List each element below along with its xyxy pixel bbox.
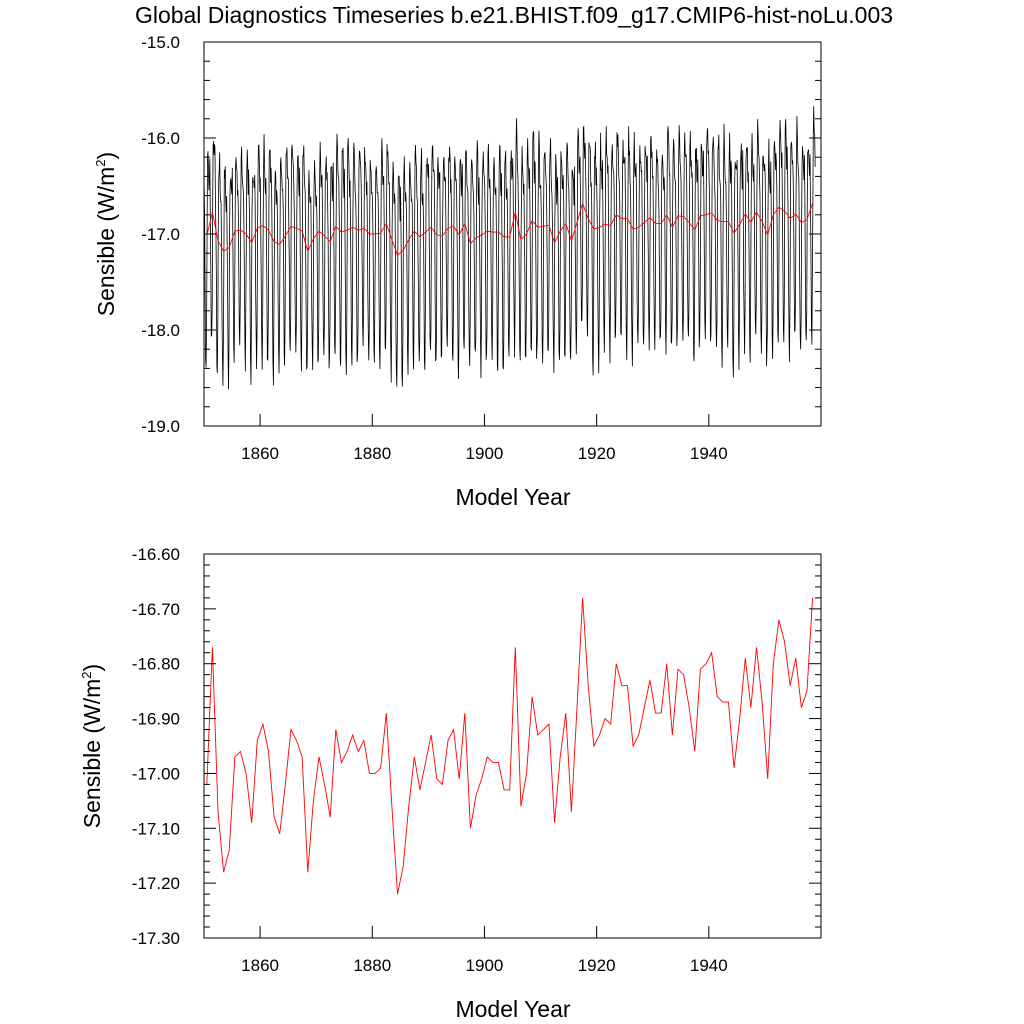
top-y-tick-label: -19.0 [141, 417, 180, 436]
top-y-tick-label: -15.0 [141, 33, 180, 52]
figure-title: Global Diagnostics Timeseries b.e21.BHIS… [135, 2, 893, 28]
top-y-tick-label: -18.0 [141, 321, 180, 340]
top-x-tick-label: 1920 [578, 444, 616, 463]
top-x-tick-label: 1900 [466, 444, 504, 463]
bottom-y-tick-label: -16.80 [132, 655, 180, 674]
top-x-axis-label: Model Year [455, 484, 570, 510]
bottom-y-tick-label: -17.00 [132, 764, 180, 783]
bottom-x-tick-label: 1880 [353, 956, 391, 975]
bottom-x-tick-label: 1920 [578, 956, 616, 975]
bottom-y-tick-label: -16.90 [132, 710, 180, 729]
bottom-plot-frame [203, 553, 822, 939]
bottom-y-tick-label: -17.30 [132, 929, 180, 948]
bottom-plot-area [206, 597, 814, 895]
top-series-monthly-line [203, 106, 816, 390]
top-x-tick-label: 1880 [353, 444, 391, 463]
top-ticks: 1860 1880 1900 1920 1940 -19.0 -18.0 -17.0 -16.0… [141, 33, 821, 463]
bottom-y-tick-label: -17.20 [132, 874, 180, 893]
bottom-ticks: 1860 1880 1900 1920 1940 -17.30 -17.20 -17.10 -1… [132, 545, 821, 975]
bottom-y-tick-label: -16.70 [132, 600, 180, 619]
top-series-annual-line [206, 201, 814, 256]
top-plot-area [203, 106, 816, 390]
bottom-y-tick-label: -16.60 [132, 545, 180, 564]
bottom-x-tick-label: 1940 [690, 956, 728, 975]
bottom-y-tick-label: -17.10 [132, 819, 180, 838]
top-x-tick-label: 1940 [690, 444, 728, 463]
bottom-y-axis-label: Sensible (W/m2) [79, 664, 105, 828]
bottom-x-axis-label: Model Year [455, 996, 570, 1022]
bottom-x-tick-label: 1900 [466, 956, 504, 975]
top-y-tick-label: -17.0 [141, 225, 180, 244]
panel-bottom: 1860 1880 1900 1920 1940 -17.30 -17.20 -17.10 -1… [79, 545, 822, 1022]
top-y-axis-label: Sensible (W/m2) [93, 152, 119, 316]
bottom-series-annual-line [206, 597, 814, 895]
top-y-tick-label: -16.0 [141, 129, 180, 148]
bottom-x-tick-label: 1860 [241, 956, 279, 975]
top-x-tick-label: 1860 [241, 444, 279, 463]
panel-top: 1860 1880 1900 1920 1940 -19.0 -18.0 -17.0 -16.0… [93, 33, 822, 510]
